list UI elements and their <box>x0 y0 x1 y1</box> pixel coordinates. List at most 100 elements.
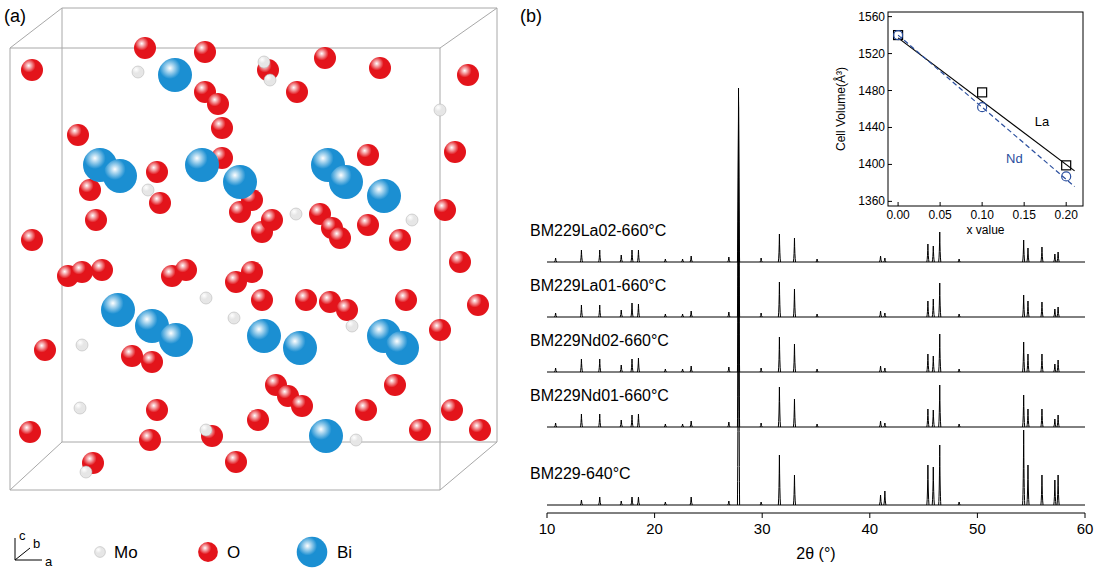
atom <box>200 424 212 436</box>
peak <box>816 369 818 372</box>
atom <box>309 419 343 453</box>
peak <box>1023 240 1025 262</box>
y-tick-label: 1360 <box>858 194 885 208</box>
peak <box>690 366 692 372</box>
peak <box>664 259 666 262</box>
x-tick-label: 50 <box>969 520 986 537</box>
peak <box>555 258 557 262</box>
peak <box>778 282 780 317</box>
cell-edge <box>440 8 497 48</box>
peak <box>737 105 739 505</box>
peak <box>631 415 633 427</box>
cell-edge <box>10 442 62 490</box>
x-tick <box>1085 513 1086 518</box>
x-axis <box>547 513 1085 514</box>
peak <box>620 310 622 317</box>
inset-frame <box>888 12 1083 206</box>
peak <box>1057 307 1059 317</box>
atom <box>141 351 163 373</box>
peak <box>555 313 557 317</box>
peak <box>728 501 730 505</box>
atom <box>355 399 377 421</box>
peak <box>682 314 684 317</box>
peak <box>555 423 557 427</box>
atom <box>385 331 419 365</box>
peak <box>778 387 780 427</box>
series-annotation: Nd <box>1006 151 1023 166</box>
atom <box>449 251 471 273</box>
peak <box>939 283 941 317</box>
peak <box>682 259 684 262</box>
atom <box>247 409 269 431</box>
atom <box>350 434 362 446</box>
peak <box>690 256 692 262</box>
atom <box>441 399 463 421</box>
peak <box>620 420 622 427</box>
atom <box>134 37 156 59</box>
peak <box>816 314 818 317</box>
peak <box>555 368 557 372</box>
y-tick-label: 1440 <box>858 120 885 134</box>
peak <box>1023 395 1025 427</box>
atom <box>146 399 168 421</box>
y-tick-label: 1400 <box>858 157 885 171</box>
atom <box>19 421 41 443</box>
peak <box>599 497 601 505</box>
peak <box>760 502 762 505</box>
peak <box>879 495 881 505</box>
peak <box>816 259 818 262</box>
peak <box>728 422 730 427</box>
atom <box>467 294 489 316</box>
atom <box>91 259 113 281</box>
xrd-panel: (b)1020304050602θ (°)BM229La02-660°CBM22… <box>520 6 1093 562</box>
legend-label: O <box>227 543 240 562</box>
atom <box>434 199 456 221</box>
atom <box>286 81 308 103</box>
atom <box>444 141 466 163</box>
x-tick-label: 0.00 <box>886 208 910 222</box>
legend-label: Bi <box>337 543 352 562</box>
atom <box>329 227 351 249</box>
peak <box>580 359 582 372</box>
peak <box>728 257 730 262</box>
peak <box>1057 252 1059 262</box>
peak <box>932 246 934 262</box>
cell-edge <box>62 8 497 442</box>
axis-arrow <box>15 538 16 560</box>
peak <box>1027 248 1029 262</box>
peak <box>793 344 795 372</box>
x-tick-label: 0.05 <box>928 208 952 222</box>
peak <box>932 299 934 317</box>
peak <box>1023 342 1025 372</box>
atom <box>357 144 379 166</box>
peak <box>620 501 622 505</box>
x-tick <box>898 202 899 206</box>
cell-edge <box>10 8 62 48</box>
peak <box>1041 475 1043 505</box>
atom <box>295 289 317 311</box>
peak <box>599 305 601 317</box>
peak <box>637 358 639 372</box>
peak <box>664 314 666 317</box>
peak <box>1041 247 1043 262</box>
peak <box>631 303 633 317</box>
peak <box>932 410 934 427</box>
peak <box>682 369 684 372</box>
y-tick-label: 1560 <box>858 10 885 24</box>
atom <box>21 59 43 81</box>
atom <box>290 208 302 220</box>
atom <box>357 214 379 236</box>
series-label: BM229Nd02-660°C <box>530 332 669 349</box>
peak <box>682 424 684 427</box>
atom <box>67 124 89 146</box>
x-axis-title: x value <box>966 223 1004 237</box>
atom <box>79 179 101 201</box>
peak <box>690 497 692 505</box>
peak <box>927 354 929 372</box>
plot-area <box>894 31 1075 187</box>
peak <box>637 304 639 317</box>
structure-panel: cbaMoOBi <box>10 8 497 569</box>
peak <box>958 259 960 262</box>
atom <box>146 161 168 183</box>
peak <box>879 256 881 262</box>
